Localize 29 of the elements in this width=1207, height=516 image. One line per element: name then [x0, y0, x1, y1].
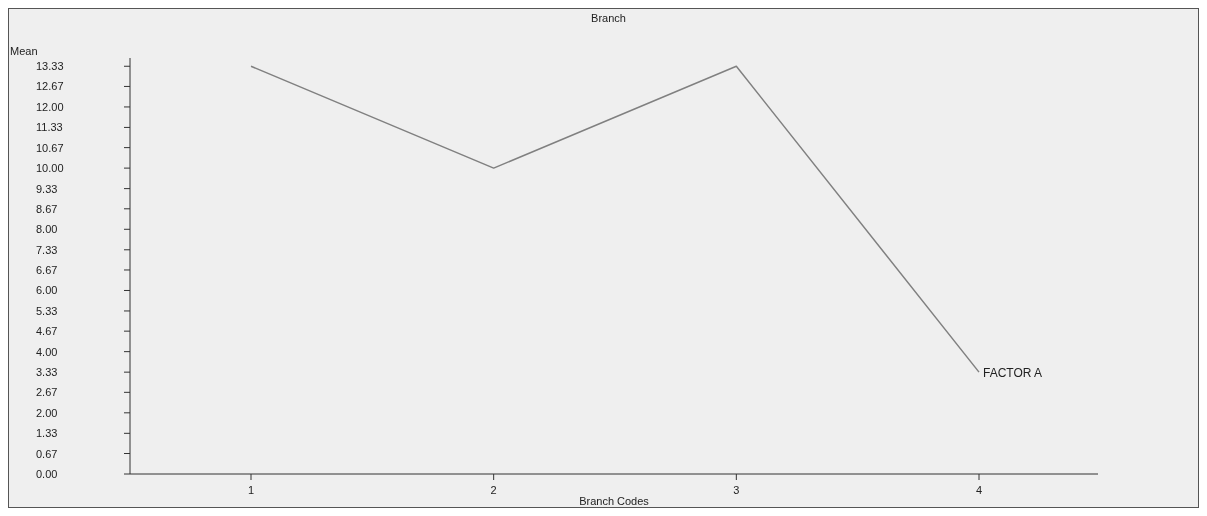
y-tick-label: 2.67: [36, 386, 58, 399]
y-tick-label: 0.00: [36, 468, 58, 480]
y-tick-label: 10.00: [36, 162, 64, 175]
y-tick-label: 9.33: [36, 182, 58, 195]
y-tick-label: 0.67: [36, 447, 58, 460]
y-tick-label: 11.33: [36, 121, 63, 134]
y-tick-label: 2.00: [36, 406, 58, 419]
y-tick-label: 12.00: [36, 100, 64, 113]
y-tick-label: 8.00: [36, 223, 58, 236]
y-tick-label: 6.00: [36, 284, 58, 297]
y-tick-label: 5.33: [36, 304, 58, 317]
y-tick-label: 10.67: [36, 141, 64, 154]
y-tick-label: 13.33: [36, 60, 64, 73]
y-tick-label: 7.33: [36, 243, 58, 256]
y-tick-label: 6.67: [36, 263, 58, 276]
series-label: FACTOR A: [983, 366, 1043, 381]
y-axis-title: Mean: [10, 45, 38, 57]
x-tick-label: 2: [490, 484, 497, 496]
y-tick-label: 1.33: [36, 427, 58, 440]
y-tick-label: 4.00: [36, 345, 58, 358]
chart-title: Branch: [591, 12, 626, 24]
x-tick-label: 4: [975, 484, 983, 496]
y-tick-label: 8.67: [36, 202, 58, 215]
y-tick-label: 3.33: [36, 366, 58, 379]
x-tick-label: 3: [733, 484, 740, 496]
y-tick-label: 12.67: [36, 80, 64, 93]
y-tick-label: 4.67: [36, 325, 58, 338]
x-axis-title: Branch Codes: [579, 495, 650, 507]
x-tick-label: 1: [247, 484, 255, 496]
